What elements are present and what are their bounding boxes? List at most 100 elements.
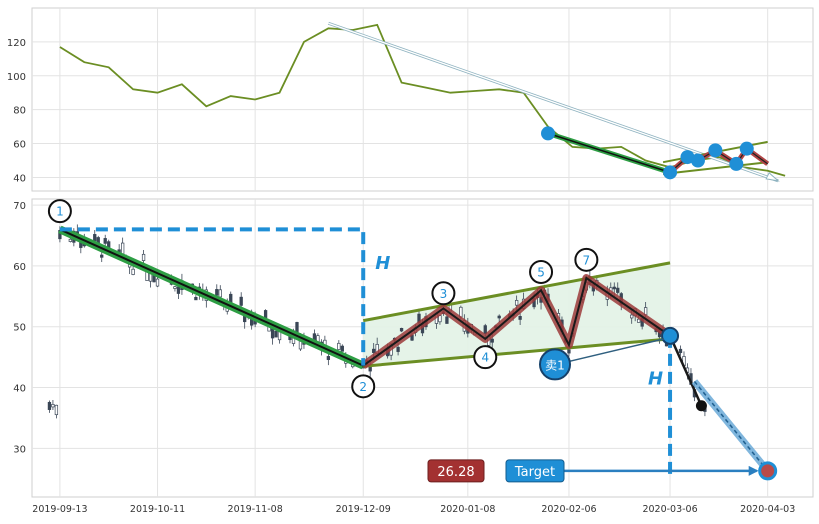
pattern-ytick-label: 40 — [13, 384, 26, 395]
pattern-sell-point — [661, 326, 680, 345]
candle-body — [263, 310, 268, 319]
overview-pivot-marker — [690, 153, 705, 168]
pattern-target-point — [758, 461, 778, 481]
wave-label: 5 — [537, 265, 545, 279]
candle-body — [514, 300, 519, 306]
overview-ytick-label: 40 — [13, 173, 26, 184]
pattern-xtick-label: 2020-02-06 — [541, 504, 596, 515]
candle-body — [396, 346, 400, 352]
candle-body — [497, 315, 501, 319]
overview-pivot-marker — [729, 156, 744, 171]
candle-body — [121, 242, 125, 255]
pattern-breakdown-leg — [668, 335, 703, 407]
candle-body — [103, 238, 107, 244]
overview-pivot-marker — [739, 141, 754, 156]
pattern-xtick-label: 2020-04-03 — [740, 504, 795, 515]
overview-panel: 40 60 80 100 120 — [7, 7, 814, 192]
pattern-target-label-box — [505, 459, 565, 483]
candle-body — [372, 348, 376, 353]
candle-body — [176, 286, 181, 294]
wave-label-circle — [47, 199, 72, 224]
pattern-projected-height-label: H — [648, 368, 663, 389]
candle-body — [518, 316, 522, 320]
overview-decline-core — [547, 132, 671, 174]
candle-body — [616, 287, 620, 293]
pattern-ytick-label: 30 — [13, 444, 26, 455]
pattern-ytick-label: 50 — [13, 323, 26, 334]
candle-body — [131, 268, 135, 275]
candle-body — [612, 286, 616, 290]
candle-body — [239, 296, 243, 306]
candle-body — [51, 404, 55, 408]
overview-channel-lower — [662, 161, 768, 176]
pattern-xtick-label: 2020-03-06 — [642, 504, 697, 515]
pattern-height-label: H — [375, 253, 390, 274]
candle-body — [274, 330, 278, 338]
candle-body — [678, 348, 683, 354]
wave-label: 3 — [440, 287, 448, 301]
overview-ytick-label: 60 — [13, 140, 26, 151]
pattern-ytick-label: 70 — [13, 201, 26, 212]
candle-body — [173, 286, 177, 289]
pattern-sell-badge — [539, 348, 571, 381]
candle-body — [445, 316, 449, 324]
candle-body — [100, 254, 104, 258]
wave-label: 2 — [359, 380, 367, 394]
pattern-target-arrow-core — [693, 380, 769, 472]
pattern-channel-upper — [362, 261, 671, 323]
pattern-sell-label: 卖1 — [545, 358, 565, 372]
pattern-wave-core — [362, 276, 671, 367]
candle-body — [54, 404, 59, 416]
wave-label-circle — [431, 281, 456, 306]
candle-body — [637, 318, 641, 323]
overview-pivot-marker — [663, 165, 678, 180]
pattern-target-label: Target — [514, 465, 555, 480]
pattern-xtick-label: 2019-11-08 — [228, 504, 283, 515]
candle-body — [459, 306, 463, 318]
pattern-breakdown-point — [695, 400, 707, 412]
wave-label-circle — [473, 345, 498, 370]
candle-body — [337, 342, 341, 350]
candle-body — [270, 328, 275, 339]
candle-body — [194, 296, 198, 301]
wave-label: 1 — [56, 205, 64, 219]
candle-body — [399, 327, 404, 332]
wave-label: 7 — [583, 253, 591, 267]
overview-pivot-marker — [541, 126, 556, 141]
wave-label-circle — [351, 374, 376, 399]
overview-ytick-label: 80 — [13, 106, 26, 117]
candle-body — [326, 356, 331, 360]
wave-label-circle — [529, 259, 554, 284]
candle-body — [490, 338, 494, 343]
pattern-sell-pointer — [568, 338, 665, 363]
overview-trend-arrowhead — [765, 172, 780, 182]
pattern-channel-lower — [363, 337, 671, 368]
pattern-xtick-label: 2020-01-08 — [440, 504, 495, 515]
candle-body — [68, 238, 73, 242]
candle-body — [340, 345, 344, 352]
candle-body — [218, 289, 222, 298]
candle-body — [155, 278, 160, 287]
candle-body — [47, 401, 52, 410]
pattern-decline-core — [59, 228, 364, 367]
candle-body — [295, 322, 299, 333]
pattern-ytick-label: 60 — [13, 262, 26, 273]
candle-body — [567, 349, 571, 354]
candle-body — [141, 253, 146, 261]
candle-body — [483, 325, 487, 334]
overview-ytick-label: 120 — [7, 38, 26, 49]
pattern-height-measure — [59, 227, 366, 366]
candle-body — [93, 234, 97, 242]
overview-ytick-label: 100 — [7, 72, 26, 83]
overview-pivot-marker — [708, 143, 723, 158]
wave-label: 4 — [481, 351, 489, 365]
pattern-xtick-label: 2019-12-09 — [336, 504, 391, 515]
candle-body — [630, 314, 634, 319]
pattern-target-value-box — [427, 459, 485, 483]
wave-label-circle — [574, 247, 599, 272]
candle-body — [215, 289, 219, 296]
pattern-xtick-label: 2019-09-13 — [32, 504, 87, 515]
pattern-xtick-label: 2019-10-11 — [130, 504, 185, 515]
